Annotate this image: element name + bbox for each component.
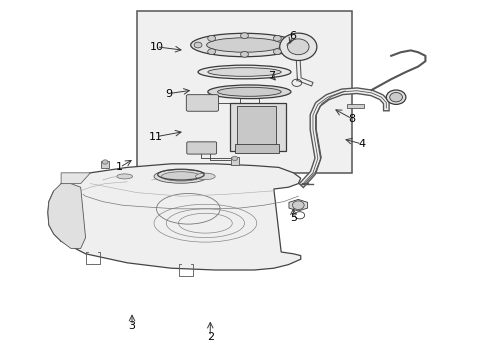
Ellipse shape bbox=[206, 38, 282, 52]
Bar bbox=[237, 106, 276, 148]
Text: 4: 4 bbox=[358, 139, 365, 149]
Ellipse shape bbox=[195, 173, 215, 180]
Ellipse shape bbox=[292, 42, 303, 48]
Text: 2: 2 bbox=[206, 332, 213, 342]
Polygon shape bbox=[48, 164, 300, 270]
Bar bbox=[101, 161, 109, 168]
Polygon shape bbox=[61, 173, 90, 184]
Ellipse shape bbox=[389, 93, 402, 102]
FancyBboxPatch shape bbox=[186, 142, 216, 154]
Circle shape bbox=[102, 160, 108, 164]
Text: 1: 1 bbox=[116, 162, 123, 172]
Bar bbox=[346, 104, 364, 108]
Ellipse shape bbox=[198, 65, 290, 79]
Text: 6: 6 bbox=[288, 31, 295, 41]
Text: 3: 3 bbox=[128, 321, 135, 331]
Circle shape bbox=[207, 36, 215, 41]
Text: 11: 11 bbox=[148, 132, 162, 142]
Polygon shape bbox=[288, 199, 307, 211]
Bar bbox=[229, 103, 285, 151]
Circle shape bbox=[292, 201, 304, 210]
Circle shape bbox=[207, 49, 215, 54]
Ellipse shape bbox=[190, 33, 298, 57]
Ellipse shape bbox=[161, 172, 200, 181]
Ellipse shape bbox=[217, 87, 281, 96]
Circle shape bbox=[286, 42, 294, 48]
Circle shape bbox=[194, 42, 202, 48]
Ellipse shape bbox=[207, 85, 290, 99]
Bar bbox=[230, 157, 238, 165]
FancyBboxPatch shape bbox=[186, 95, 218, 111]
Text: 9: 9 bbox=[165, 89, 172, 99]
Ellipse shape bbox=[207, 68, 281, 76]
Ellipse shape bbox=[117, 174, 132, 179]
Text: 5: 5 bbox=[289, 213, 296, 223]
Text: 10: 10 bbox=[149, 42, 163, 52]
Bar bbox=[137, 11, 351, 173]
Circle shape bbox=[273, 36, 281, 41]
Bar bbox=[234, 144, 278, 153]
Text: 7: 7 bbox=[267, 71, 274, 81]
Circle shape bbox=[279, 33, 316, 60]
Circle shape bbox=[287, 39, 308, 55]
Ellipse shape bbox=[154, 170, 207, 183]
Polygon shape bbox=[48, 184, 85, 248]
Circle shape bbox=[240, 51, 248, 57]
Circle shape bbox=[231, 156, 237, 161]
Circle shape bbox=[273, 49, 281, 54]
Ellipse shape bbox=[386, 90, 405, 104]
Circle shape bbox=[240, 33, 248, 39]
Text: 8: 8 bbox=[348, 114, 355, 124]
